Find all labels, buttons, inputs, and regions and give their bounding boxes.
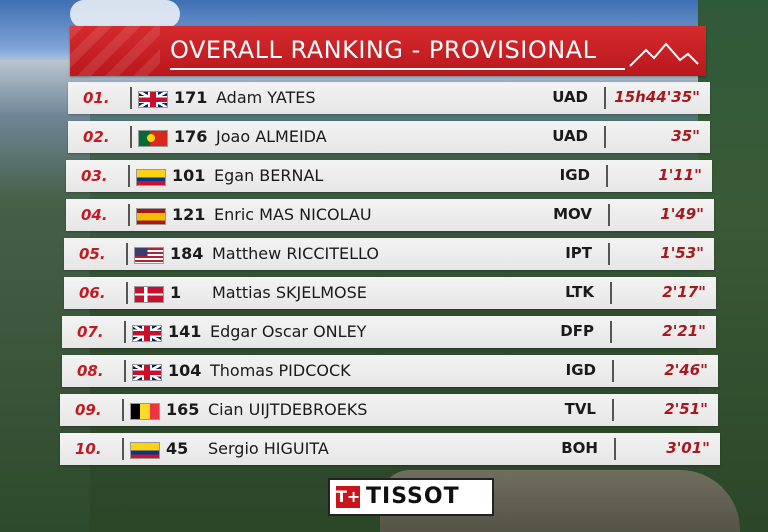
ranking-row: 04. 121 Enric MAS NICOLAU MOV 1'49" xyxy=(66,199,714,231)
divider xyxy=(126,243,128,265)
divider xyxy=(604,126,606,148)
rider-number: 184 xyxy=(170,244,204,263)
rank-position: 08. xyxy=(77,362,104,380)
flag-es-icon xyxy=(136,208,166,225)
rider-number: 1 xyxy=(170,283,182,302)
divider xyxy=(122,438,124,460)
team-code: TVL xyxy=(564,400,596,418)
rank-position: 01. xyxy=(83,89,110,107)
rider-number: 121 xyxy=(172,205,206,224)
time-gap: 35" xyxy=(671,127,700,145)
rider-number: 176 xyxy=(174,127,208,146)
rank-position: 06. xyxy=(79,284,106,302)
rank-position: 03. xyxy=(81,167,108,185)
rider-number: 141 xyxy=(168,322,202,341)
rank-position: 05. xyxy=(79,245,106,263)
team-code: BOH xyxy=(561,439,598,457)
team-code: UAD xyxy=(552,127,588,145)
team-code: DFP xyxy=(560,322,594,340)
time-gap: 1'53" xyxy=(660,244,704,262)
rider-name: Mattias SKJELMOSE xyxy=(212,283,367,302)
rank-position: 10. xyxy=(75,440,102,458)
flag-gb-icon xyxy=(132,364,162,381)
rider-name: Cian UIJTDEBROEKS xyxy=(208,400,368,419)
ranking-row: 03. 101 Egan BERNAL IGD 1'11" xyxy=(66,160,712,192)
ranking-header: OVERALL RANKING - PROVISIONAL xyxy=(70,26,706,76)
ranking-row: 10. 45 Sergio HIGUITA BOH 3'01" xyxy=(60,433,720,465)
time-gap: 2'21" xyxy=(662,322,706,340)
team-code: UAD xyxy=(552,88,588,106)
divider xyxy=(126,282,128,304)
rider-name: Joao ALMEIDA xyxy=(216,127,327,146)
time-gap: 1'49" xyxy=(660,205,704,223)
rider-name: Enric MAS NICOLAU xyxy=(214,205,372,224)
time-gap: 1'11" xyxy=(658,166,702,184)
ranking-row: 09. 165 Cian UIJTDEBROEKS TVL 2'51" xyxy=(60,394,718,426)
rider-name: Edgar Oscar ONLEY xyxy=(210,322,367,341)
sponsor-text: TISSOT xyxy=(366,484,460,509)
team-code: LTK xyxy=(565,283,594,301)
rank-position: 09. xyxy=(75,401,102,419)
divider xyxy=(612,360,614,382)
rider-number: 104 xyxy=(168,361,202,380)
divider xyxy=(610,321,612,343)
time-gap: 2'17" xyxy=(662,283,706,301)
rider-name: Sergio HIGUITA xyxy=(208,439,329,458)
ranking-row: 02. 176 Joao ALMEIDA UAD 35" xyxy=(68,121,710,153)
flag-gb-icon xyxy=(132,325,162,342)
mountain-icon xyxy=(629,42,699,67)
flag-be-icon xyxy=(130,403,160,420)
flag-co-icon xyxy=(130,442,160,459)
ranking-row: 01. 171 Adam YATES UAD 15h44'35" xyxy=(68,82,710,114)
header-pattern xyxy=(70,26,160,76)
ranking-row: 07. 141 Edgar Oscar ONLEY DFP 2'21" xyxy=(62,316,716,348)
divider xyxy=(606,165,608,187)
flag-pt-icon xyxy=(138,130,168,147)
title-underline xyxy=(170,68,625,70)
time-gap: 2'46" xyxy=(664,361,708,379)
rider-number: 165 xyxy=(166,400,200,419)
flag-us-icon xyxy=(134,247,164,264)
ranking-row: 05. 184 Matthew RICCITELLO IPT 1'53" xyxy=(64,238,714,270)
rank-position: 02. xyxy=(83,128,110,146)
team-code: MOV xyxy=(553,205,592,223)
divider xyxy=(604,87,606,109)
time-gap: 15h44'35" xyxy=(614,88,700,106)
divider xyxy=(128,165,130,187)
rider-name: Egan BERNAL xyxy=(214,166,324,185)
rider-number: 171 xyxy=(174,88,208,107)
rider-name: Matthew RICCITELLO xyxy=(212,244,379,263)
ranking-title: OVERALL RANKING - PROVISIONAL xyxy=(170,36,597,64)
divider xyxy=(608,243,610,265)
rank-position: 07. xyxy=(77,323,104,341)
divider xyxy=(122,399,124,421)
time-gap: 3'01" xyxy=(666,439,710,457)
rank-position: 04. xyxy=(81,206,108,224)
divider xyxy=(614,438,616,460)
ranking-row: 08. 104 Thomas PIDCOCK IGD 2'46" xyxy=(62,355,718,387)
team-code: IGD xyxy=(565,361,596,379)
tissot-mark-icon: T+ xyxy=(336,486,361,508)
ranking-row: 06. 1 Mattias SKJELMOSE LTK 2'17" xyxy=(64,277,716,309)
divider xyxy=(124,321,126,343)
divider xyxy=(130,126,132,148)
team-code: IPT xyxy=(565,244,592,262)
rider-name: Adam YATES xyxy=(216,88,316,107)
background-cloud xyxy=(70,0,180,28)
rider-number: 101 xyxy=(172,166,206,185)
divider xyxy=(128,204,130,226)
rider-number: 45 xyxy=(166,439,189,458)
divider xyxy=(608,204,610,226)
rider-name: Thomas PIDCOCK xyxy=(210,361,351,380)
divider xyxy=(130,87,132,109)
time-gap: 2'51" xyxy=(664,400,708,418)
divider xyxy=(612,399,614,421)
flag-gb-icon xyxy=(138,91,168,108)
flag-dk-icon xyxy=(134,286,164,303)
team-code: IGD xyxy=(559,166,590,184)
flag-co-icon xyxy=(136,169,166,186)
divider xyxy=(610,282,612,304)
sponsor-logo: T+ TISSOT xyxy=(328,478,494,516)
divider xyxy=(124,360,126,382)
